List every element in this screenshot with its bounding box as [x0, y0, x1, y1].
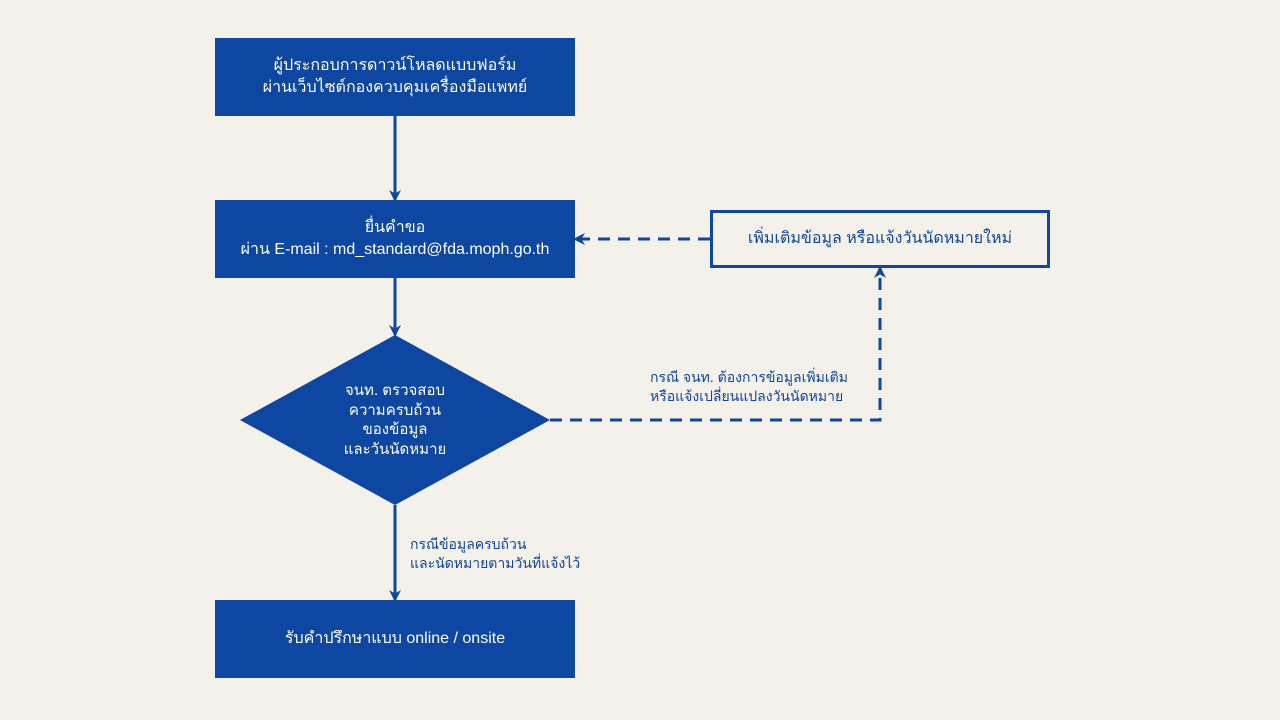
annotation-a_moreinfo-line: หรือแจ้งเปลี่ยนแปลงวันนัดหมาย: [650, 387, 848, 406]
annotation-a_complete: กรณีข้อมูลครบถ้วนและนัดหมายตามวันที่แจ้ง…: [410, 535, 580, 573]
node-n3-line: จนท. ตรวจสอบ: [345, 381, 445, 401]
annotation-a_moreinfo: กรณี จนท. ต้องการข้อมูลเพิ่มเติมหรือแจ้ง…: [650, 368, 848, 406]
flowchart-svg: [0, 0, 1280, 720]
flowchart-canvas: ผู้ประกอบการดาวน์โหลดแบบฟอร์มผ่านเว็บไซต…: [0, 0, 1280, 720]
node-n3-label: จนท. ตรวจสอบความครบถ้วนของข้อมูลและวันนั…: [295, 360, 495, 480]
node-n3-line: ของข้อมูล: [363, 420, 428, 440]
annotation-a_complete-line: กรณีข้อมูลครบถ้วน: [410, 535, 580, 554]
node-n5: เพิ่มเติมข้อมูล หรือแจ้งวันนัดหมายใหม่: [710, 210, 1050, 268]
node-n2: ยื่นคำขอผ่าน E-mail : md_standard@fda.mo…: [215, 200, 575, 278]
annotation-a_complete-line: และนัดหมายตามวันที่แจ้งไว้: [410, 554, 580, 573]
node-n1-line: ผู้ประกอบการดาวน์โหลดแบบฟอร์ม: [274, 55, 517, 77]
node-n2-line: ผ่าน E-mail : md_standard@fda.moph.go.th: [241, 239, 550, 261]
annotation-a_moreinfo-line: กรณี จนท. ต้องการข้อมูลเพิ่มเติม: [650, 368, 848, 387]
node-n4-line: รับคำปรึกษาแบบ online / onsite: [285, 628, 505, 650]
node-n1-line: ผ่านเว็บไซต์กองควบคุมเครื่องมือแพทย์: [263, 77, 528, 99]
node-n5-line: เพิ่มเติมข้อมูล หรือแจ้งวันนัดหมายใหม่: [748, 228, 1012, 250]
node-n1: ผู้ประกอบการดาวน์โหลดแบบฟอร์มผ่านเว็บไซต…: [215, 38, 575, 116]
node-n2-line: ยื่นคำขอ: [365, 217, 426, 239]
node-n3-line: และวันนัดหมาย: [344, 440, 447, 460]
node-n3-line: ความครบถ้วน: [349, 401, 441, 421]
node-n4: รับคำปรึกษาแบบ online / onsite: [215, 600, 575, 678]
